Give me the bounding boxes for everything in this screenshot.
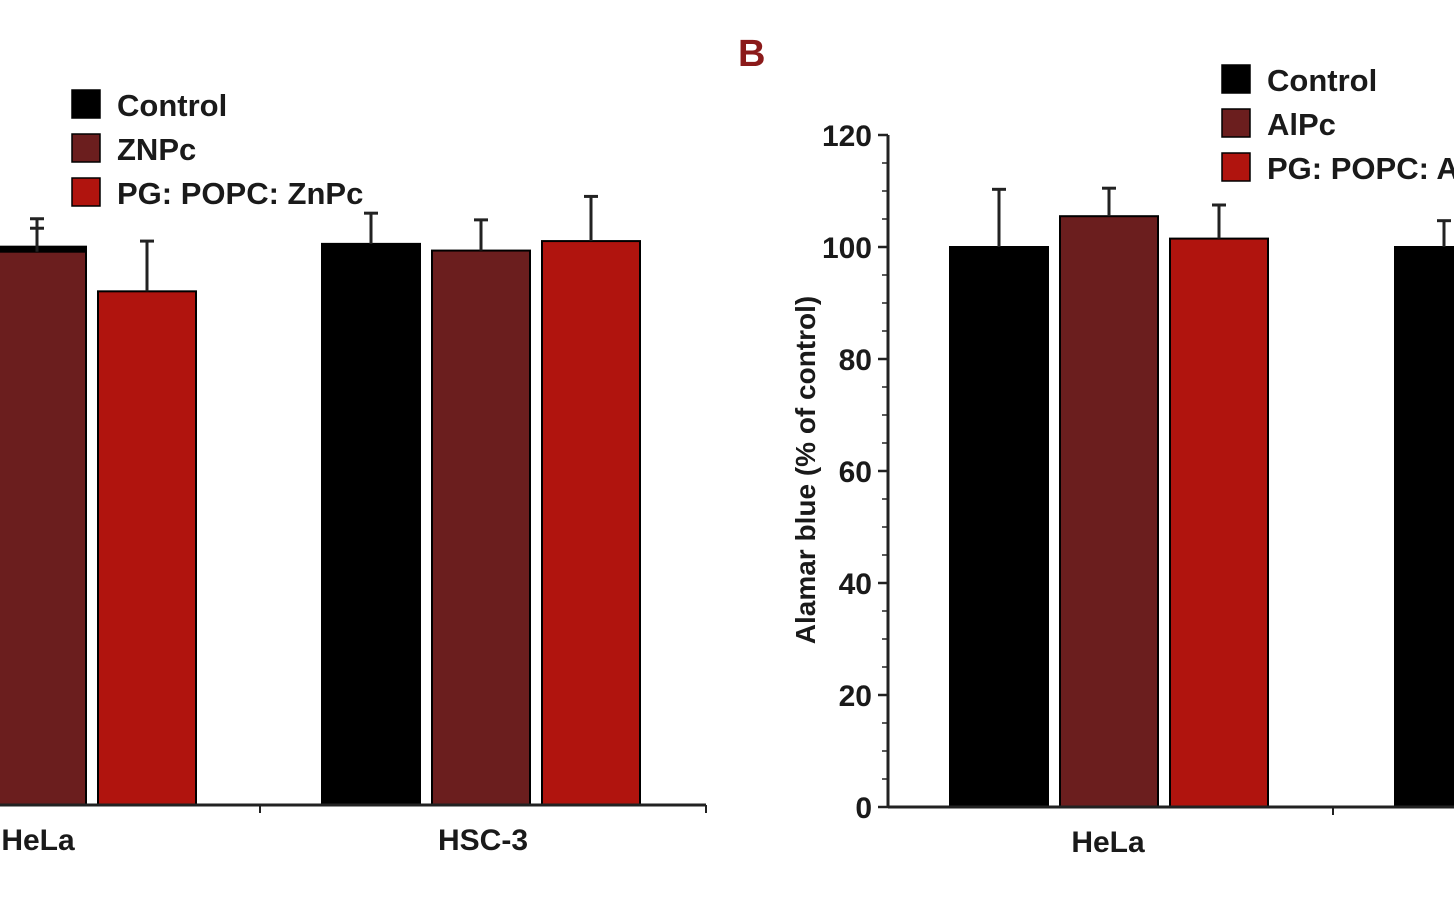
legend-swatch bbox=[71, 133, 101, 163]
legend-label: PG: POPC: ZnPc bbox=[117, 176, 363, 211]
y-tick-label: 80 bbox=[839, 344, 872, 377]
bar-control-1 bbox=[321, 242, 421, 806]
legend-swatch bbox=[1221, 64, 1251, 94]
panel-b-chart: B HeLa 0 20 40 60 80 100 120 Alamar blue (% of co… bbox=[738, 33, 1454, 859]
bar-alpc-0 bbox=[1059, 215, 1159, 808]
y-tick-label: 100 bbox=[822, 232, 872, 265]
bar-control-0 bbox=[949, 246, 1049, 808]
category-label: HeLa bbox=[1071, 826, 1145, 859]
legend-label: AlPc bbox=[1267, 107, 1336, 142]
y-tick-label: 40 bbox=[839, 568, 872, 601]
bar-pg-popc-znpc-1 bbox=[541, 240, 641, 807]
legend-swatch bbox=[1221, 152, 1251, 182]
category-label: HSC-3 bbox=[438, 824, 528, 857]
panel-a-chart: HeLa HSC-3 Control ZNPc PG: POPC: ZnPc bbox=[0, 88, 707, 857]
bar-znpc-0 bbox=[0, 250, 87, 807]
y-tick-label: 120 bbox=[822, 120, 872, 153]
legend-swatch bbox=[71, 89, 101, 119]
legend-label: Control bbox=[1267, 63, 1377, 98]
legend-label: PG: POPC: AlPc bbox=[1267, 151, 1454, 186]
y-tick-label: 60 bbox=[839, 456, 872, 489]
legend-swatch bbox=[71, 177, 101, 207]
legend-label: ZNPc bbox=[117, 132, 196, 167]
y-tick-label: 20 bbox=[839, 680, 872, 713]
panel-letter: B bbox=[738, 33, 765, 75]
legend-label: Control bbox=[117, 88, 227, 123]
bar-znpc-1 bbox=[431, 249, 531, 806]
bar-pg-popc-alpc-0 bbox=[1169, 237, 1269, 809]
category-label: HeLa bbox=[1, 824, 75, 857]
y-tick-label: 0 bbox=[855, 792, 872, 825]
y-axis-title: Alamar blue (% of control) bbox=[790, 296, 821, 644]
bar-pg-popc-znpc-0 bbox=[97, 290, 197, 807]
bar-control-1 bbox=[1394, 246, 1454, 808]
legend-swatch bbox=[1221, 108, 1251, 138]
